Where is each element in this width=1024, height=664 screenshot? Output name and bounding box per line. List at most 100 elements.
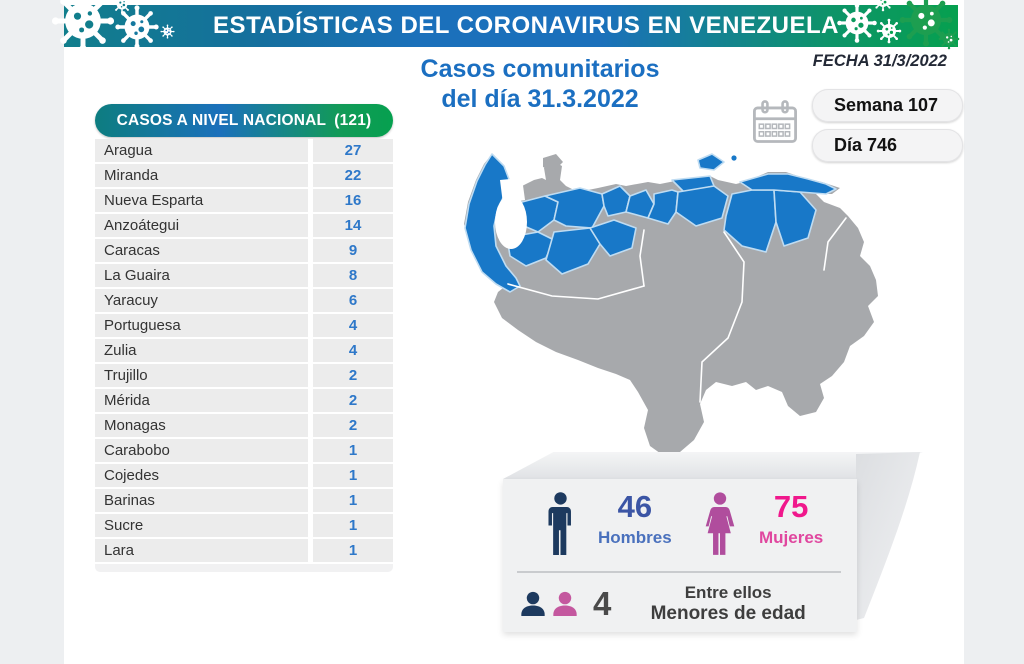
state-cases: 4 [313,313,393,338]
map-state-aragua [647,189,679,225]
table-row: Aragua 27 [95,139,393,163]
table-row: Carabobo 1 [95,438,393,463]
state-name: Aragua [95,139,308,163]
bust-woman-icon [551,591,579,616]
woman-icon [703,491,737,557]
state-cases: 16 [313,188,393,213]
men-stat: 46 Hombres [545,489,672,557]
table-row: Monagas 2 [95,413,393,438]
column-gap [308,388,313,413]
column-gap [308,238,313,263]
demographics-card: 46 Hombres 75 Mujeres 4 Entre ellos Meno… [503,479,857,632]
cases-table-total: (121) [334,111,372,129]
table-row: La Guaira 8 [95,263,393,288]
left-margin [0,0,64,664]
state-name: Zulia [95,338,308,363]
state-name: Nueva Esparta [95,188,308,213]
map-islet [731,155,737,161]
state-cases: 9 [313,238,393,263]
cases-table-title: CASOS A NIVEL NACIONAL [116,111,327,129]
map-highlighted-states [464,153,837,293]
venezuela-map-svg [464,153,878,456]
state-cases: 4 [313,338,393,363]
cases-table-header: CASOS A NIVEL NACIONAL (121) [95,104,393,137]
column-gap [308,463,313,488]
minors-stat: 4 Entre ellos Menores de edad [519,583,845,624]
table-row: Nueva Esparta 16 [95,188,393,213]
table-row: Yaracuy 6 [95,288,393,313]
day-badge: Día 746 [812,129,963,162]
men-label: Hombres [598,527,672,547]
card-top-fold [503,452,923,479]
state-name: Monagas [95,413,308,438]
subtitle-line2: del día 31.3.2022 [441,85,639,113]
minors-count: 4 [593,585,612,623]
minors-line1: Entre ellos [684,583,772,602]
state-name: Barinas [95,488,308,513]
women-stat: 75 Mujeres [703,489,824,557]
state-name: Trujillo [95,363,308,388]
column-gap [308,488,313,513]
state-name: Anzoátegui [95,213,308,238]
state-cases: 1 [313,488,393,513]
state-cases: 1 [313,438,393,463]
cases-table-body: Aragua 27 Miranda 22 Nueva Esparta 16 An… [95,139,393,563]
column-gap [308,288,313,313]
table-row: Miranda 22 [95,163,393,188]
man-icon [545,491,576,557]
table-footer-strip [95,563,393,572]
state-name: Yaracuy [95,288,308,313]
column-gap [308,139,313,163]
table-row: Caracas 9 [95,238,393,263]
cases-table: CASOS A NIVEL NACIONAL (121) Aragua 27 M… [95,104,393,572]
state-cases: 2 [313,388,393,413]
card-divider [517,571,841,573]
state-cases: 27 [313,139,393,163]
state-cases: 2 [313,363,393,388]
column-gap [308,513,313,538]
column-gap [308,188,313,213]
state-cases: 6 [313,288,393,313]
state-cases: 14 [313,213,393,238]
card-page-curl [856,452,920,620]
table-row: Zulia 4 [95,338,393,363]
state-cases: 1 [313,513,393,538]
week-badge-label: Semana 107 [834,95,939,115]
minors-line2: Menores de edad [650,602,806,624]
column-gap [308,338,313,363]
state-name: Miranda [95,163,308,188]
day-badge-label: Día 746 [834,135,898,155]
column-gap [308,163,313,188]
state-name: Sucre [95,513,308,538]
map-state-nueva-esparta [697,153,725,171]
column-gap [308,413,313,438]
state-cases: 1 [313,538,393,563]
column-gap [308,213,313,238]
state-cases: 8 [313,263,393,288]
map-country-base [464,154,878,456]
table-row: Lara 1 [95,538,393,563]
table-row: Anzoátegui 14 [95,213,393,238]
state-cases: 22 [313,163,393,188]
women-label: Mujeres [759,527,824,547]
column-gap [308,263,313,288]
column-gap [308,538,313,563]
table-row: Portuguesa 4 [95,313,393,338]
column-gap [308,313,313,338]
women-count: 75 [773,489,809,524]
men-count: 46 [617,489,653,524]
right-margin [964,0,1024,664]
table-row: Trujillo 2 [95,363,393,388]
map-gray-borders [507,217,847,403]
state-name: Mérida [95,388,308,413]
map-state-miranda [675,185,729,227]
state-name: Lara [95,538,308,563]
map-state-sucre [739,173,837,195]
map-island-gray [543,154,563,171]
state-name: Caracas [95,238,308,263]
map-state-cojedes [589,219,637,257]
page-title: ESTADÍSTICAS DEL CORONAVIRUS EN VENEZUEL… [213,12,839,39]
week-badge: Semana 107 [812,89,963,122]
subtitle: Casos comunitarios del día 31.3.2022 [385,54,695,114]
